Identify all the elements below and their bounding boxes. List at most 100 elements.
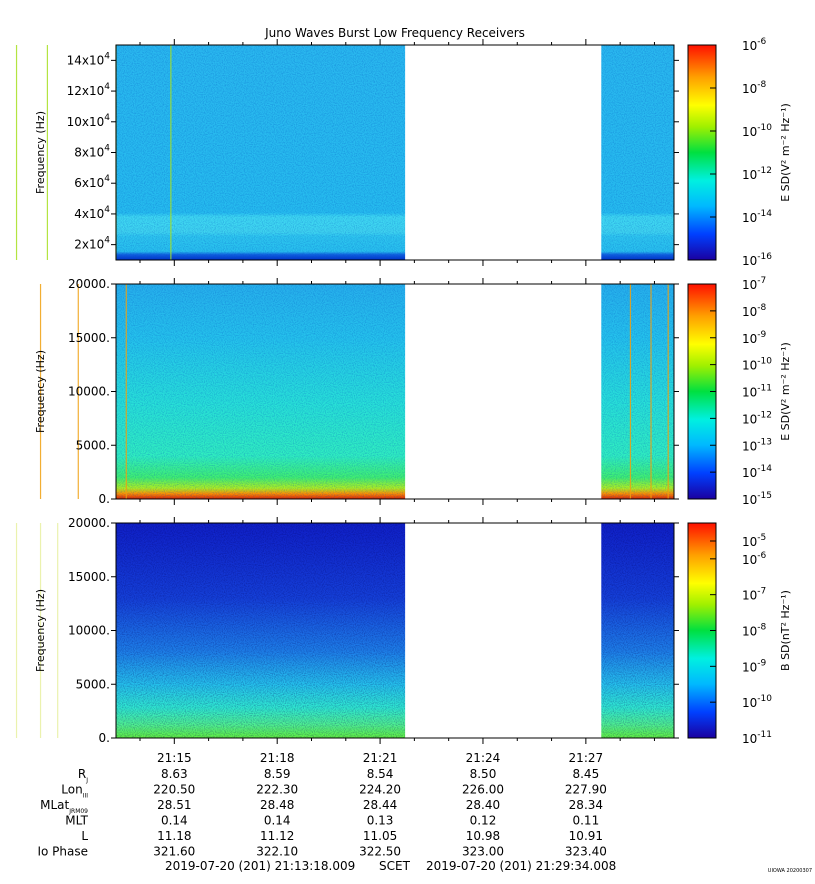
- y-tick-label-exp: 4: [104, 174, 110, 184]
- colorbar-label: E SD(V² m⁻² Hz⁻¹): [779, 103, 792, 202]
- colorbar-tick-label-base: 10: [742, 125, 757, 139]
- colorbar-tick-label: 10-10: [742, 357, 772, 373]
- y-tick-label: 0.: [99, 492, 110, 506]
- y-tick-label: 10000.: [68, 385, 110, 399]
- data-gap: [405, 523, 602, 739]
- colorbar-tick-label: 10-8: [742, 623, 767, 639]
- y-tick-label-base: 4x10: [74, 207, 104, 221]
- ephemeris-value: 322.10: [256, 845, 298, 859]
- y-tick-label: 5000.: [76, 677, 110, 691]
- ephemeris-value: 8.45: [572, 767, 599, 781]
- panel-3: 0. 5000. 10000. 15000. 20000. Frequency (Hz) 1…: [15, 516, 792, 746]
- time-tick-label: 21:21: [363, 751, 398, 765]
- ephemeris-value: 321.60: [153, 845, 195, 859]
- colorbar-label: E SD(V² m⁻² Hz⁻¹): [779, 342, 792, 441]
- y-tick-label-exp: 4: [104, 236, 110, 246]
- colorbar-tick-label-base: 10: [742, 332, 757, 346]
- y-tick-label-base: 12x10: [67, 84, 105, 98]
- ephemeris-value: 8.50: [470, 767, 497, 781]
- colorbar-tick-label: 10-12: [742, 166, 772, 182]
- y-tick-label-exp: 4: [104, 51, 110, 61]
- colorbar-tick-label-exp: -9: [757, 658, 766, 668]
- y-tick-label: 0.: [99, 731, 110, 745]
- y-tick-label: 12x104: [67, 82, 111, 98]
- panel-1: 2x1044x1046x1048x10410x10412x10414x104Fr…: [15, 37, 792, 268]
- time-tick-label: 21:18: [260, 751, 295, 765]
- colorbar-tick-label-exp: -8: [757, 623, 766, 633]
- colorbar-tick-label: 10-8: [742, 303, 767, 319]
- ephemeris-value: 28.34: [569, 798, 603, 812]
- ephemeris-label: L: [81, 829, 88, 843]
- colorbar-tick-label-base: 10: [742, 39, 757, 53]
- colorbar-tick-label-exp: -6: [757, 551, 766, 561]
- data-gap: [405, 284, 602, 500]
- colorbar-tick-label-base: 10: [742, 732, 757, 746]
- colorbar-tick-label: 10-6: [742, 37, 767, 53]
- ephemeris-value: 28.51: [157, 798, 191, 812]
- ephemeris-value: 28.44: [363, 798, 397, 812]
- colorbar-tick-label-base: 10: [742, 412, 757, 426]
- y-tick-label-exp: 4: [104, 82, 110, 92]
- y-tick-label: 15000.: [68, 331, 110, 345]
- ephemeris-label: LonIII: [61, 783, 88, 800]
- ephemeris-table: RJ 8.63 8.59 8.54 8.50 8.45 LonIII 220.50 222.30…: [37, 767, 606, 859]
- colorbar-tick-label-exp: -8: [757, 80, 766, 90]
- colorbar-tick-label-base: 10: [742, 278, 757, 292]
- colorbar-tick-label-exp: -15: [757, 491, 772, 501]
- colorbar-tick-label-exp: -10: [757, 357, 772, 367]
- y-tick-label-base: 8x10: [74, 146, 104, 160]
- ephemeris-value: 28.48: [260, 798, 294, 812]
- y-tick-label: 15000.: [68, 570, 110, 584]
- colorbar-tick-label-exp: -8: [757, 303, 766, 313]
- colorbar-tick-label-base: 10: [742, 493, 757, 507]
- y-tick-label: 10x104: [67, 113, 111, 129]
- colorbar-tick-label: 10-14: [742, 209, 772, 225]
- ephemeris-label: MLT: [65, 814, 88, 828]
- ephemeris-value: 11.12: [260, 829, 294, 843]
- y-axis-label: Frequency (Hz): [34, 350, 47, 433]
- colorbar-tick-label-base: 10: [742, 386, 757, 400]
- ephemeris-value: 323.00: [462, 845, 504, 859]
- ephemeris-label-text: R: [78, 767, 86, 781]
- footer-end-time: 2019-07-20 (201) 21:29:34.008: [426, 859, 616, 873]
- ephemeris-value: 11.18: [157, 829, 191, 843]
- colorbar-tick-label-base: 10: [742, 168, 757, 182]
- y-tick-label: 4x104: [74, 205, 110, 221]
- y-axis-label: Frequency (Hz): [34, 111, 47, 194]
- colorbar-tick-label: 10-16: [742, 252, 772, 268]
- time-tick-label: 21:27: [569, 751, 604, 765]
- colorbar-tick-label: 10-9: [742, 658, 767, 674]
- ephemeris-value: 226.00: [462, 783, 504, 797]
- colorbar-tick-label: 10-13: [742, 437, 772, 453]
- colorbar-tick-label-exp: -11: [757, 384, 772, 394]
- ephemeris-value: 11.05: [363, 829, 397, 843]
- ephemeris-label-text: MLT: [65, 814, 88, 828]
- ephemeris-value: 322.50: [359, 845, 401, 859]
- ephemeris-label-sub: III: [83, 793, 89, 800]
- colorbar-tick-label-base: 10: [742, 439, 757, 453]
- colorbar-tick-label: 10-15: [742, 491, 772, 507]
- ephemeris-value: 8.59: [264, 767, 291, 781]
- ephemeris-label: RJ: [78, 767, 88, 784]
- panel-2: 0. 5000. 10000. 15000. 20000. Frequency (Hz) 1…: [34, 276, 792, 507]
- ephemeris-value: 224.20: [359, 783, 401, 797]
- chart-title: Juno Waves Burst Low Frequency Receivers: [264, 26, 525, 40]
- colorbar-tick-label: 10-11: [742, 730, 772, 746]
- y-tick-label: 6x104: [74, 174, 110, 190]
- ephemeris-label-text: L: [81, 829, 88, 843]
- colorbar-tick-label-exp: -11: [757, 730, 772, 740]
- y-tick-label: 20000.: [68, 516, 110, 530]
- colorbar-tick-label-base: 10: [742, 211, 757, 225]
- colorbar-tick-label-exp: -14: [757, 464, 772, 474]
- panels: 2x1044x1046x1048x10410x10412x10414x104Fr…: [15, 37, 792, 746]
- colorbar-tick-label-base: 10: [742, 82, 757, 96]
- footer-stamp: UIOWA 20200307: [768, 868, 812, 874]
- colorbar-label: B SD(nT² Hz⁻¹): [779, 590, 792, 671]
- y-tick-label-exp: 4: [104, 205, 110, 215]
- colorbar-tick-label-base: 10: [742, 466, 757, 480]
- colorbar: [688, 45, 716, 260]
- ephemeris-value: 0.12: [470, 814, 497, 828]
- ephemeris-label-text: Lon: [61, 783, 82, 797]
